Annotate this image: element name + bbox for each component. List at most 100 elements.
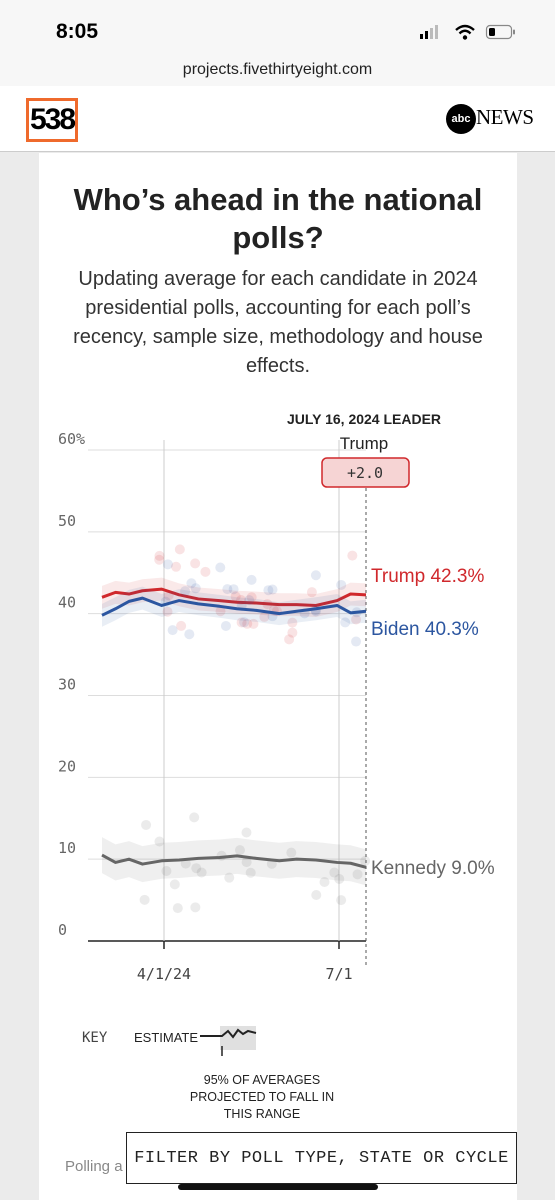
leader-margin-badge: [321, 457, 410, 488]
y-tick-label: 40: [58, 594, 76, 612]
poll-dot: [230, 591, 241, 602]
poll-dot: [245, 867, 256, 878]
poll-dot: [234, 845, 245, 856]
uncertainty-band: [102, 577, 366, 617]
poll-dot: [222, 584, 233, 595]
poll-dot: [242, 618, 253, 629]
key-estimate-line: [200, 1028, 257, 1039]
y-tick-label: 20: [58, 757, 76, 775]
poll-dot: [319, 876, 330, 887]
poll-dot: [162, 606, 173, 617]
series-line-trump: [101, 587, 367, 607]
poll-dot: [287, 617, 298, 628]
y-tick-label: 50: [58, 512, 76, 530]
chart-subtitle: Updating average for each candidate in 2…: [73, 268, 483, 377]
leader-name: Trump: [340, 434, 389, 453]
poll-dot: [172, 903, 183, 914]
poll-dot: [176, 620, 187, 631]
abc-logo-icon[interactable]: abc: [446, 104, 476, 134]
x-tick-label: 4/1/24: [137, 965, 191, 983]
chart-title: Who’s ahead in the national polls?: [73, 182, 483, 255]
x-tick-label: 7/1: [325, 965, 352, 983]
site-logo-text: 538: [29, 101, 76, 139]
series-end-label-biden: Biden 40.3%: [371, 619, 479, 640]
poll-dot: [286, 847, 297, 858]
poll-dot: [154, 554, 165, 565]
poll-dot: [311, 889, 322, 900]
poll-dot: [184, 629, 195, 640]
series-end-label-kennedy: Kennedy 9.0%: [371, 858, 495, 879]
filter-button[interactable]: FILTER BY POLL TYPE, STATE OR CYCLE: [126, 1132, 517, 1184]
poll-dot: [267, 584, 278, 595]
poll-dot: [169, 879, 180, 890]
site-header: 538 abc NEWS: [0, 86, 555, 152]
poll-dot: [190, 583, 201, 594]
poll-dot: [241, 857, 252, 868]
poll-dot: [239, 617, 250, 628]
poll-dot: [360, 855, 371, 866]
poll-dot: [139, 894, 150, 905]
poll-dot: [241, 827, 252, 838]
partner-news-text: NEWS: [476, 105, 534, 129]
poll-dot: [224, 872, 235, 883]
poll-dot: [336, 895, 347, 906]
poll-dot: [352, 869, 363, 880]
poll-dot: [244, 595, 255, 606]
poll-dot: [154, 836, 165, 847]
key-estimate-label: ESTIMATE: [134, 1030, 198, 1045]
poll-dot: [174, 544, 185, 555]
y-tick-label: 30: [58, 676, 76, 694]
poll-dot: [263, 585, 274, 596]
poll-dot: [329, 867, 340, 878]
poll-dot: [284, 634, 295, 645]
chart-card: Who’s ahead in the national polls? Updat…: [39, 153, 517, 1200]
poll-dot: [336, 579, 347, 590]
poll-dot: [191, 863, 202, 874]
leader-margin: +2.0: [347, 464, 383, 482]
home-indicator: [178, 1184, 378, 1190]
poll-dot: [215, 606, 226, 617]
poll-dot: [340, 617, 351, 628]
poll-dot: [154, 550, 165, 561]
key-label: KEY: [82, 1030, 108, 1046]
poll-dot: [306, 587, 317, 598]
poll-dot: [310, 570, 321, 581]
poll-dot: [228, 584, 239, 595]
url-text: projects.fivethirtyeight.com: [182, 61, 373, 78]
series-line-biden: [101, 596, 367, 617]
poll-dot: [287, 627, 298, 638]
poll-dot: [141, 819, 152, 830]
poll-dot: [236, 617, 247, 628]
poll-dot: [334, 873, 345, 884]
poll-dot: [259, 611, 270, 622]
uncertainty-band: [102, 586, 366, 627]
y-tick-label: 60%: [58, 430, 85, 448]
url-bar[interactable]: projects.fivethirtyeight.com: [0, 58, 555, 86]
poll-dot: [351, 614, 362, 625]
series-end-label-trump: Trump 42.3%: [371, 566, 484, 587]
poll-dot: [347, 550, 358, 561]
poll-dot: [248, 618, 259, 629]
poll-dot: [180, 586, 191, 597]
poll-dot: [215, 562, 226, 573]
poll-dot: [161, 866, 172, 877]
leader-header: JULY 16, 2024 LEADER: [287, 411, 441, 427]
wifi-icon: [455, 24, 475, 40]
poll-dot: [190, 558, 201, 569]
poll-dot: [246, 592, 257, 603]
poll-dot: [167, 625, 178, 636]
y-tick-label: 0: [58, 921, 67, 939]
signal-icon: [420, 25, 438, 39]
battery-icon: [485, 24, 515, 40]
poll-dot: [162, 559, 173, 570]
key-range-note: 95% OF AVERAGES PROJECTED TO FALL IN THIS …: [190, 1073, 334, 1121]
poll-dot: [246, 574, 257, 585]
series-line-kennedy: [101, 853, 367, 869]
poll-dot: [186, 578, 197, 589]
poll-dot: [351, 636, 362, 647]
y-tick-label: 10: [58, 839, 76, 857]
section-label: Polling a: [65, 1158, 123, 1175]
poll-dot: [190, 902, 201, 913]
site-logo[interactable]: 538: [26, 98, 78, 142]
